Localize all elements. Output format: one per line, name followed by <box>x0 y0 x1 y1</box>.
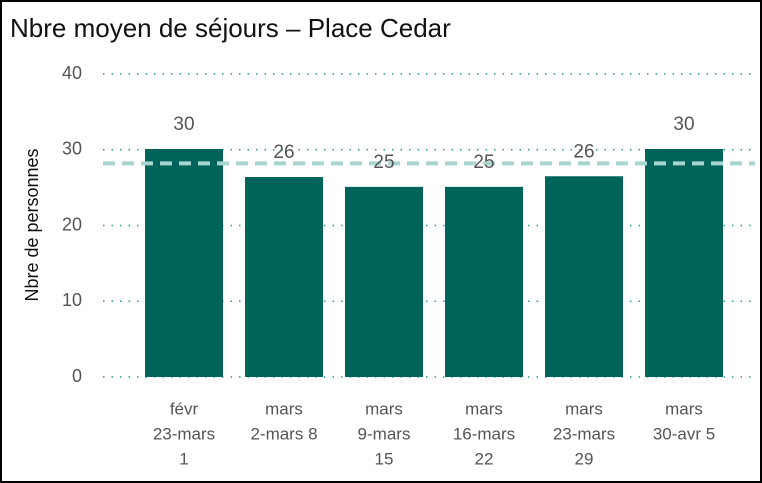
y-tick-label: 20 <box>62 214 82 234</box>
chart-title: Nbre moyen de séjours – Place Cedar <box>10 13 451 43</box>
x-tick-label: mars <box>365 399 403 418</box>
bar <box>645 148 723 377</box>
bar <box>445 186 523 377</box>
y-tick-label: 30 <box>62 139 82 159</box>
value-label: 25 <box>373 152 394 173</box>
bar <box>345 186 423 377</box>
y-tick-label: 10 <box>62 290 82 310</box>
value-label: 26 <box>273 142 294 163</box>
x-tick-label: 15 <box>375 449 394 468</box>
bar <box>545 176 623 377</box>
x-tick-label: 22 <box>475 449 494 468</box>
value-label: 26 <box>573 141 594 162</box>
x-tick-label: 16-mars <box>453 424 515 443</box>
y-tick-label: 0 <box>72 366 82 386</box>
x-tick-label: mars <box>265 399 303 418</box>
y-tick-label: 40 <box>62 63 82 83</box>
x-tick-label: 1 <box>179 449 188 468</box>
x-tick-label: 23-mars <box>553 424 615 443</box>
x-tick-label: mars <box>465 399 503 418</box>
y-axis-label: Nbre de personnes <box>22 148 42 301</box>
value-label: 25 <box>473 152 494 173</box>
value-label: 30 <box>173 114 194 135</box>
x-tick-label: 30-avr 5 <box>653 424 715 443</box>
x-tick-label: 29 <box>575 449 594 468</box>
bar <box>145 148 223 377</box>
x-tick-label: mars <box>565 399 603 418</box>
value-label: 30 <box>673 114 694 135</box>
x-tick-label: févr <box>170 399 199 418</box>
x-tick-label: 23-mars <box>153 424 215 443</box>
bar <box>245 177 323 377</box>
x-tick-label: 9-mars <box>358 424 411 443</box>
x-tick-label: mars <box>665 399 703 418</box>
x-tick-label: 2-mars 8 <box>250 424 317 443</box>
